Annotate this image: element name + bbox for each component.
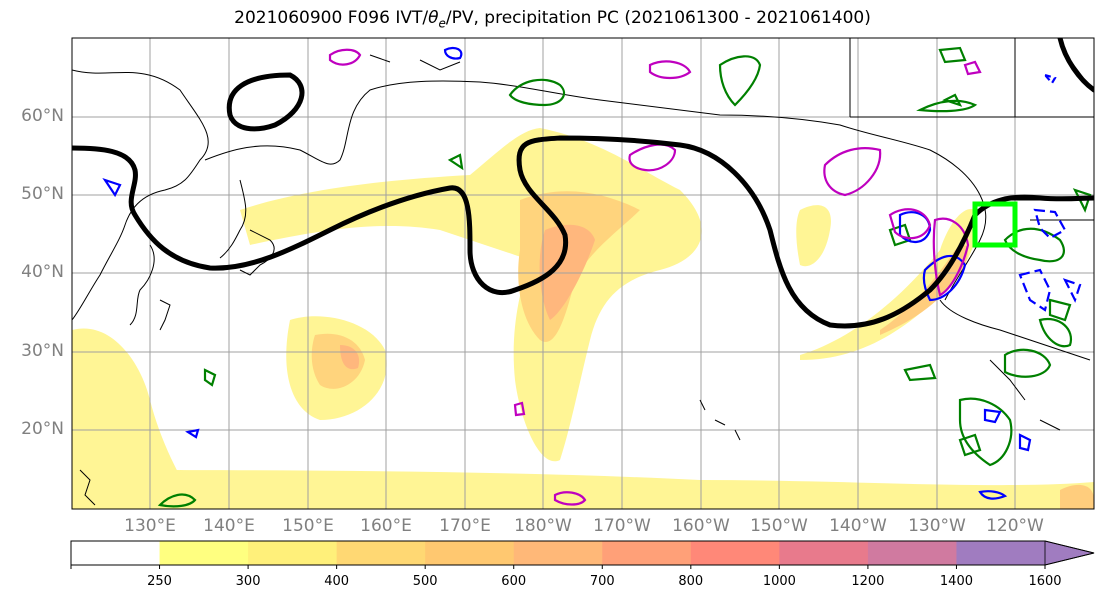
pv-contours <box>72 38 1094 329</box>
precip-negative-contours <box>102 46 1082 500</box>
colorbar-swatch <box>248 541 338 565</box>
colorbar-swatch <box>779 541 869 565</box>
lon-label: 170°E <box>439 516 491 536</box>
colorbar-swatch <box>690 541 780 565</box>
colorbar-swatch <box>956 541 1046 565</box>
lon-label: 150°E <box>282 516 334 536</box>
colorbar-swatch <box>513 541 603 565</box>
lat-label: 20°N <box>21 419 64 439</box>
lon-label: 140°E <box>203 516 255 536</box>
colorbar-label: 800 <box>678 574 704 589</box>
colorbar-label: 1400 <box>939 574 973 589</box>
colorbar-label: 1200 <box>851 574 885 589</box>
colorbar-label: 1600 <box>1028 574 1062 589</box>
colorbar-swatch <box>867 541 957 565</box>
lon-label: 130°W <box>908 516 966 536</box>
colorbar-swatch <box>71 541 161 565</box>
colorbar-label: 400 <box>324 574 350 589</box>
highlight-box <box>972 201 1018 248</box>
colorbar-label: 500 <box>412 574 438 589</box>
colorbar-swatch <box>159 541 249 565</box>
colorbar-label: 600 <box>501 574 527 589</box>
theta-e-contours <box>328 48 982 506</box>
colorbar-label: 250 <box>147 574 172 589</box>
lon-label: 150°W <box>750 516 808 536</box>
lat-label: 40°N <box>21 262 64 282</box>
colorbar-label: 1000 <box>762 574 796 589</box>
lon-label: 140°W <box>829 516 887 536</box>
colorbar-label: 300 <box>235 574 261 589</box>
lon-label: 160°E <box>360 516 412 536</box>
lon-label: 180°W <box>514 516 572 536</box>
lat-label: 60°N <box>21 106 64 126</box>
lon-label: 170°W <box>593 516 651 536</box>
colorbar-swatch <box>336 541 426 565</box>
colorbar-extend-arrow <box>1044 540 1095 566</box>
lat-label: 50°N <box>21 184 64 204</box>
lon-label: 130°E <box>124 516 176 536</box>
lon-label: 160°W <box>672 516 730 536</box>
colorbar-outline <box>70 540 1095 566</box>
plot-title: 2021060900 F096 IVT/θe/PV, precipitation… <box>234 8 871 31</box>
lon-label: 120°W <box>986 516 1044 536</box>
coastlines <box>72 38 1094 506</box>
colorbar-swatch <box>425 541 515 565</box>
lat-label: 30°N <box>21 341 64 361</box>
colorbar-swatch <box>602 541 692 565</box>
colorbar-label: 700 <box>589 574 615 589</box>
map-frame <box>71 37 1095 510</box>
ivt-shading <box>72 128 1094 509</box>
